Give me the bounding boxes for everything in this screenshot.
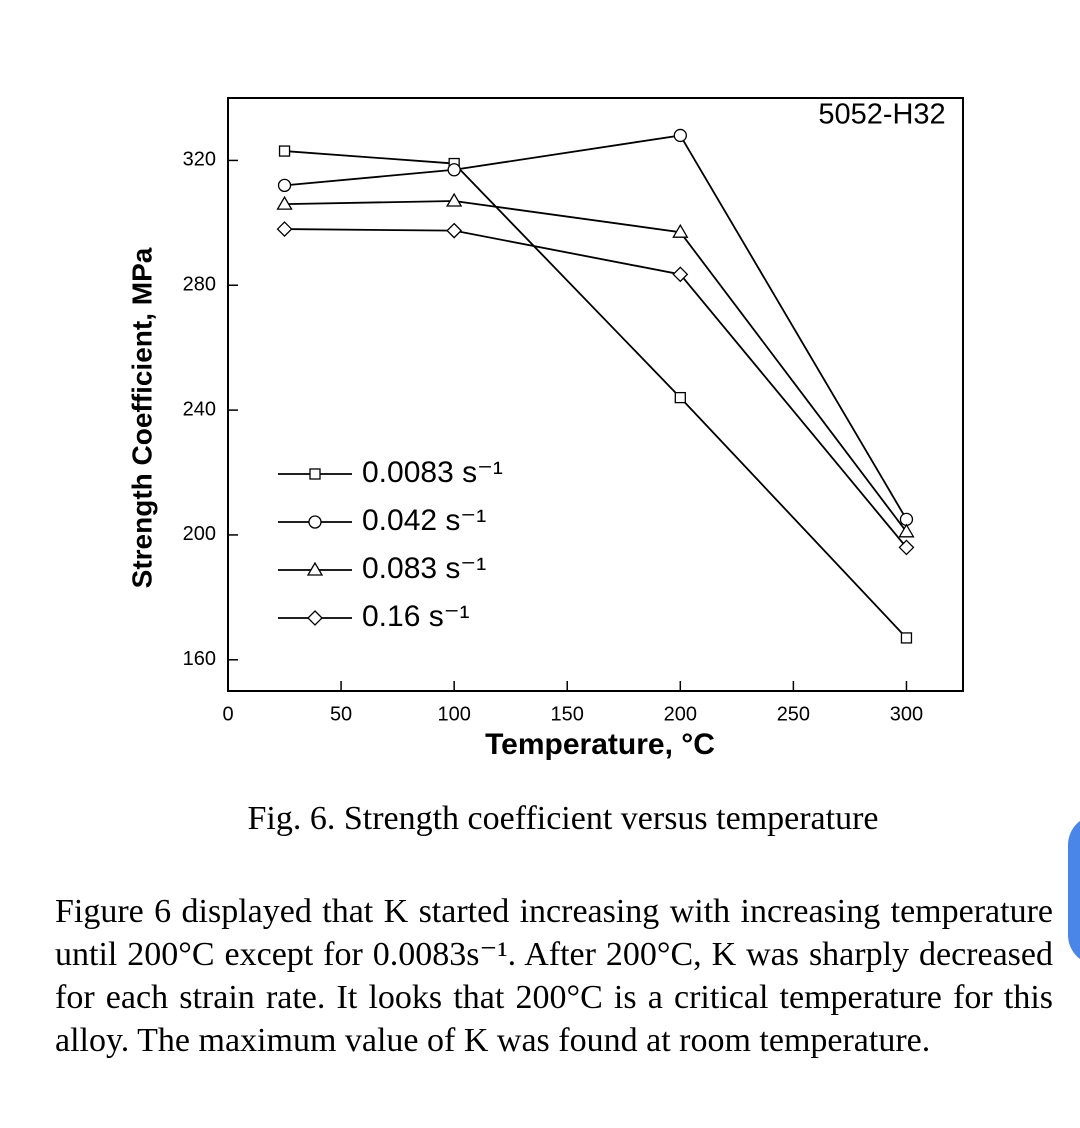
marker [276,221,293,238]
decoration [1068,815,1080,965]
x-tick-label: 300 [890,703,923,725]
y-axis-label: Strength Coefficient, MPa [126,247,157,588]
marker [898,539,915,556]
y-tick-label: 160 [183,648,216,670]
y-tick-label: 240 [183,398,216,420]
x-axis-label: Temperature, °C [485,728,715,761]
y-tick-label: 200 [183,523,216,545]
marker [278,145,291,157]
chart: 5052-H32 Temperature, °C Strength Coeffi… [126,97,964,761]
series-line [284,150,908,639]
legend-marker [307,610,323,626]
legend-label: 0.083 s⁻¹ [362,552,486,585]
marker [673,128,687,143]
marker [446,222,463,239]
marker [674,391,686,404]
figure-caption: Fig. 6. Strength coefficient versus temp… [247,800,879,837]
marker [277,178,292,193]
legend-marker [306,561,324,576]
series-line [284,134,908,520]
marker [672,266,689,283]
y-tick-label: 280 [183,274,216,296]
legend-label: 0.042 s⁻¹ [362,504,486,537]
legend-label: 0.0083 s⁻¹ [362,456,503,489]
marker [276,195,293,210]
marker [446,192,463,207]
x-tick-label: 50 [330,703,352,725]
marker [672,223,689,238]
x-tick-label: 150 [551,703,584,725]
legend-marker [308,515,322,529]
legend-label: 0.16 s⁻¹ [362,600,470,633]
x-tick-label: 250 [777,703,810,725]
marker [900,632,913,644]
x-tick-label: 100 [437,703,470,725]
x-tick-label: 0 [222,703,233,725]
x-tick-label: 200 [664,703,697,725]
legend-marker [309,468,321,480]
body-paragraph: Figure 6 displayed that K started increa… [55,893,1053,1059]
annotation: 5052-H32 [818,99,945,131]
series-line [284,228,908,549]
series-line [284,200,908,533]
plot-frame [227,97,964,692]
marker [447,163,461,177]
y-tick-label: 320 [183,149,216,171]
marker [898,523,915,538]
